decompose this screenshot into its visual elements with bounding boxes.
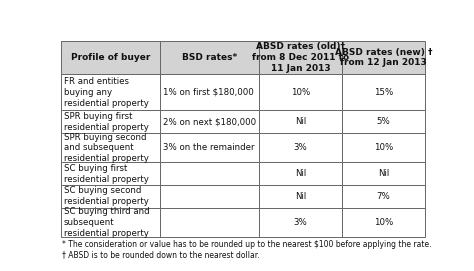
- Bar: [342, 208, 425, 237]
- Text: 3% on the remainder: 3% on the remainder: [163, 143, 254, 152]
- Text: BSD rates*: BSD rates*: [182, 53, 237, 62]
- Bar: [342, 111, 425, 133]
- Text: SC buying first
residential property: SC buying first residential property: [64, 164, 148, 184]
- Text: * The consideration or value has to be rounded up to the nearest $100 before app: * The consideration or value has to be r…: [62, 240, 432, 249]
- Bar: [61, 111, 160, 133]
- Text: ABSD rates (new) †
from 12 Jan 2013: ABSD rates (new) † from 12 Jan 2013: [335, 48, 432, 67]
- Bar: [342, 41, 425, 74]
- Text: Nil: Nil: [378, 169, 389, 178]
- Bar: [342, 133, 425, 163]
- Bar: [61, 185, 160, 208]
- Text: Profile of buyer: Profile of buyer: [71, 53, 150, 62]
- Bar: [160, 111, 259, 133]
- Bar: [342, 163, 425, 185]
- Bar: [259, 74, 342, 111]
- Text: 3%: 3%: [293, 143, 307, 152]
- Bar: [160, 208, 259, 237]
- Bar: [259, 208, 342, 237]
- Bar: [259, 41, 342, 74]
- Text: 10%: 10%: [291, 88, 310, 97]
- Text: 2% on next $180,000: 2% on next $180,000: [163, 117, 255, 126]
- Text: SPR buying second
and subsequent
residential property: SPR buying second and subsequent residen…: [64, 133, 148, 163]
- Bar: [160, 41, 259, 74]
- Bar: [61, 163, 160, 185]
- Text: SPR buying first
residential property: SPR buying first residential property: [64, 112, 148, 132]
- Text: SC buying second
residential property: SC buying second residential property: [64, 186, 148, 206]
- Text: 15%: 15%: [374, 88, 393, 97]
- Bar: [61, 208, 160, 237]
- Text: 3%: 3%: [293, 218, 307, 227]
- Text: † ABSD is to be rounded down to the nearest dollar.: † ABSD is to be rounded down to the near…: [62, 250, 260, 259]
- Bar: [61, 41, 160, 74]
- Text: 7%: 7%: [376, 192, 390, 201]
- Text: FR and entities
buying any
residential property: FR and entities buying any residential p…: [64, 77, 148, 108]
- Text: SC buying third and
subsequent
residential property: SC buying third and subsequent residenti…: [64, 207, 149, 238]
- Bar: [259, 185, 342, 208]
- Text: 10%: 10%: [374, 218, 393, 227]
- Bar: [342, 74, 425, 111]
- Bar: [160, 74, 259, 111]
- Bar: [160, 133, 259, 163]
- Text: 5%: 5%: [376, 117, 390, 126]
- Text: 10%: 10%: [374, 143, 393, 152]
- Bar: [342, 185, 425, 208]
- Text: ABSD rates (old)†
from 8 Dec 2011 to
11 Jan 2013: ABSD rates (old)† from 8 Dec 2011 to 11 …: [252, 42, 349, 73]
- Text: Nil: Nil: [295, 169, 306, 178]
- Bar: [259, 111, 342, 133]
- Bar: [259, 133, 342, 163]
- Bar: [160, 185, 259, 208]
- Bar: [61, 74, 160, 111]
- Text: Nil: Nil: [295, 117, 306, 126]
- Text: Nil: Nil: [295, 192, 306, 201]
- Bar: [61, 133, 160, 163]
- Bar: [160, 163, 259, 185]
- Bar: [259, 163, 342, 185]
- Text: 1% on first $180,000: 1% on first $180,000: [163, 88, 253, 97]
